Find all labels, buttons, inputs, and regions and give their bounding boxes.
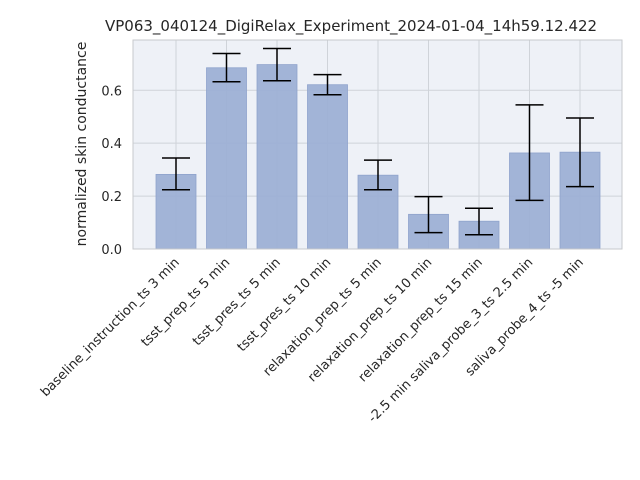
error-bar-layer [162, 47, 594, 236]
y-axis-label: normalized skin conductance [74, 42, 90, 247]
x-tick-label: tsst_prep_ts 5 min [138, 255, 233, 350]
y-tick-label: 0.6 [101, 84, 122, 99]
x-tick-label: tsst_pres_ts 5 min [190, 255, 284, 349]
x-tick-layer: baseline_instruction_ts 3 mintsst_prep_t… [38, 255, 587, 426]
y-tick-label: 0.0 [101, 243, 122, 258]
plot-frame [132, 39, 623, 250]
x-tick-label: tsst_pres_ts 10 min [235, 255, 335, 355]
y-tick-label: 0.4 [101, 137, 122, 152]
y-tick-layer: 0.0 0.2 0.4 0.6 [101, 84, 122, 258]
bar [206, 67, 247, 250]
bar [256, 64, 298, 250]
bar [307, 84, 348, 250]
chart-title: VP063_040124_DigiRelax_Experiment_2024-0… [105, 17, 597, 36]
y-tick-label: 0.2 [101, 190, 122, 205]
